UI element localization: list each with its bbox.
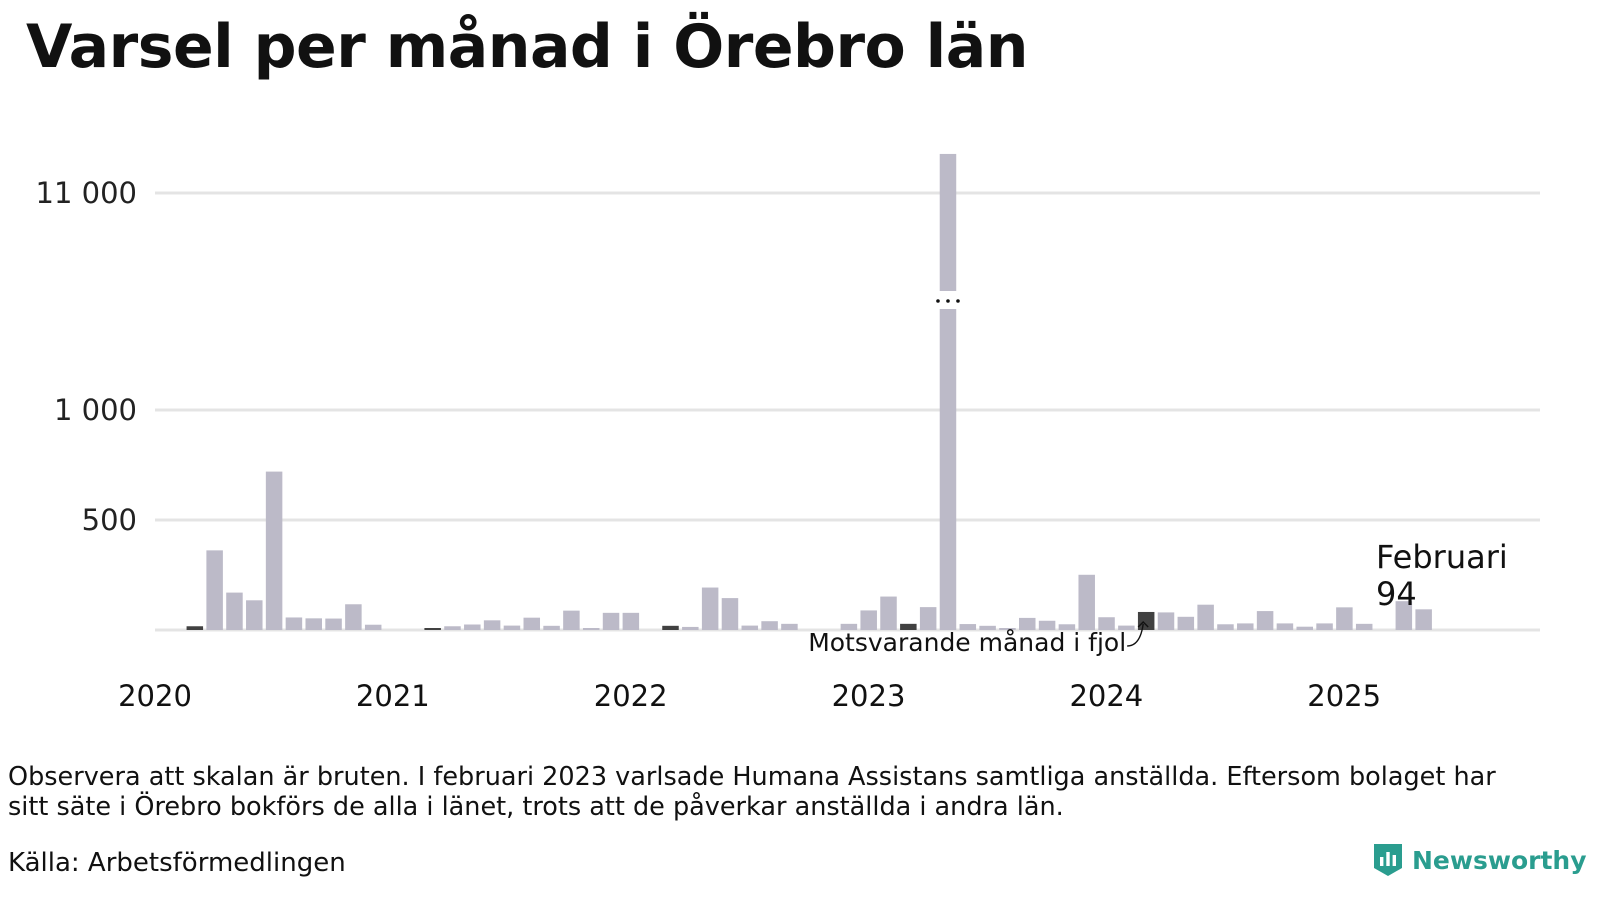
same-month-label: Motsvarande månad i fjol xyxy=(808,628,1126,657)
bar xyxy=(563,610,580,630)
bar xyxy=(999,628,1016,630)
brand[interactable]: Newsworthy xyxy=(1372,842,1587,878)
bar xyxy=(1098,617,1115,630)
bar xyxy=(1256,611,1274,630)
chart-note-line-1: Observera att skalan är bruten. I februa… xyxy=(8,762,1496,792)
bar xyxy=(781,623,798,630)
bar xyxy=(919,607,937,630)
bar xyxy=(761,621,778,630)
bar xyxy=(1157,612,1175,630)
scale-break-dot xyxy=(946,299,950,303)
bar xyxy=(1355,623,1373,630)
bar xyxy=(345,604,362,630)
bar xyxy=(880,596,897,630)
scale-break-dot xyxy=(956,299,960,303)
current-month-value: 94 xyxy=(1376,575,1417,613)
bar xyxy=(1197,604,1214,630)
bar xyxy=(285,617,303,630)
bar xyxy=(206,550,223,630)
current-month-label: Februari xyxy=(1376,538,1508,576)
x-tick-label: 2024 xyxy=(1069,679,1143,713)
bar xyxy=(1019,617,1036,630)
bar xyxy=(602,612,620,630)
same-month-arrow-icon xyxy=(1127,620,1149,647)
bar xyxy=(860,610,877,630)
bar xyxy=(265,471,283,630)
bar xyxy=(483,620,501,630)
scale-break-dot xyxy=(936,299,940,303)
y-tick-label: 11 000 xyxy=(36,176,137,210)
bar xyxy=(1296,626,1313,630)
bar xyxy=(622,612,640,630)
x-tick-label: 2023 xyxy=(832,679,906,713)
chart-note: Observera att skalan är bruten. I februa… xyxy=(8,762,1496,822)
bar xyxy=(1118,625,1135,630)
bar xyxy=(186,626,204,630)
bar xyxy=(662,625,679,630)
newsworthy-logo-icon xyxy=(1374,844,1402,876)
chart-source: Källa: Arbetsförmedlingen xyxy=(8,848,346,878)
bar xyxy=(682,626,699,630)
bar xyxy=(444,626,461,630)
x-tick-label: 2020 xyxy=(118,679,192,713)
bar xyxy=(1078,574,1095,630)
bar xyxy=(1316,623,1333,630)
brand-name: Newsworthy xyxy=(1412,845,1587,875)
bar xyxy=(900,623,917,630)
bar xyxy=(1237,623,1254,630)
bar xyxy=(1276,623,1294,630)
bar xyxy=(959,624,977,630)
bar xyxy=(979,625,996,630)
x-tick-label: 2022 xyxy=(594,679,668,713)
bar xyxy=(1137,611,1155,630)
bar xyxy=(1395,601,1413,630)
gridlines xyxy=(155,191,1540,632)
x-tick-label: 2025 xyxy=(1307,679,1381,713)
bar xyxy=(1058,624,1076,630)
bar xyxy=(543,625,560,630)
bars xyxy=(186,153,1432,630)
bar xyxy=(1177,616,1195,630)
chart-title: Varsel per månad i Örebro län xyxy=(26,12,1028,82)
bar xyxy=(582,628,600,630)
annotations: Februari 94 Motsvarande månad i fjol xyxy=(808,538,1508,657)
y-axis-ticks: 500 1 000 11 000 xyxy=(36,176,137,537)
bar xyxy=(226,592,243,630)
bar xyxy=(464,624,481,630)
bar xyxy=(1038,620,1056,630)
bar xyxy=(523,617,541,630)
bar xyxy=(1217,624,1234,630)
x-tick-label: 2021 xyxy=(356,679,430,713)
bar xyxy=(1415,609,1432,630)
y-tick-label: 1 000 xyxy=(54,393,137,427)
bar xyxy=(364,624,382,630)
bar xyxy=(701,587,719,630)
bar xyxy=(424,628,441,630)
bar xyxy=(1336,607,1353,630)
chart-note-line-2: sitt säte i Örebro bokförs de alla i län… xyxy=(8,792,1064,822)
bar xyxy=(305,618,322,630)
x-axis-ticks: 2020 2021 2022 2023 2024 2025 xyxy=(118,679,1381,713)
bar xyxy=(325,618,342,630)
bar xyxy=(503,625,521,630)
bar xyxy=(741,625,759,630)
bar xyxy=(246,600,263,630)
bar xyxy=(721,598,739,630)
bar xyxy=(939,153,957,630)
y-tick-label: 500 xyxy=(82,503,137,537)
bar xyxy=(840,623,858,630)
